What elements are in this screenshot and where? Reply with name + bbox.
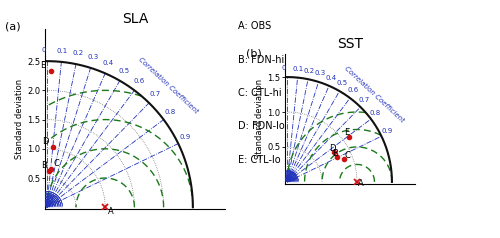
Text: 0.1: 0.1 <box>56 48 68 54</box>
Text: A: A <box>358 179 364 188</box>
Text: 0.4: 0.4 <box>103 60 114 66</box>
Text: (b): (b) <box>246 49 262 59</box>
Text: B: B <box>332 149 338 158</box>
Text: C: CTL-hi: C: CTL-hi <box>238 88 281 98</box>
Text: 0.2: 0.2 <box>304 68 315 74</box>
Text: 0.5: 0.5 <box>118 68 130 74</box>
Text: D: D <box>329 144 336 153</box>
Text: 0.8: 0.8 <box>370 109 381 115</box>
Text: 0.6: 0.6 <box>348 87 359 94</box>
Text: D: FDN-lo: D: FDN-lo <box>238 121 284 131</box>
Text: 0.7: 0.7 <box>359 97 370 103</box>
Text: E: E <box>344 128 349 137</box>
Text: Correlation Coefficient: Correlation Coefficient <box>138 56 200 114</box>
Text: 0.4: 0.4 <box>326 74 337 80</box>
Text: C: C <box>345 151 350 160</box>
Text: 0.1: 0.1 <box>292 66 304 72</box>
Text: E: E <box>40 61 46 70</box>
Y-axis label: Standard deviation: Standard deviation <box>15 79 24 159</box>
Title: SST: SST <box>337 37 363 51</box>
Text: 0.3: 0.3 <box>314 70 326 76</box>
Y-axis label: Standard deviation: Standard deviation <box>255 79 264 159</box>
Text: B: B <box>41 161 47 170</box>
Text: E: CTL-lo: E: CTL-lo <box>238 155 280 165</box>
Text: 0.9: 0.9 <box>180 134 191 140</box>
Text: D: D <box>42 137 49 146</box>
Text: 0: 0 <box>41 47 46 53</box>
Text: A: OBS: A: OBS <box>238 21 271 31</box>
Text: A: A <box>108 207 114 216</box>
Text: 0.3: 0.3 <box>88 54 99 60</box>
Text: 0.6: 0.6 <box>134 78 145 84</box>
Text: C: C <box>54 159 59 168</box>
Title: SLA: SLA <box>122 12 148 26</box>
Text: B: FDN-hi: B: FDN-hi <box>238 55 284 65</box>
Text: Correlation Coefficient: Correlation Coefficient <box>344 65 406 124</box>
Text: 0.8: 0.8 <box>164 109 175 115</box>
Text: 0.9: 0.9 <box>381 128 392 134</box>
Text: 0.7: 0.7 <box>149 91 160 97</box>
Text: (a): (a) <box>6 22 21 32</box>
Text: 0: 0 <box>282 65 286 71</box>
Text: 0.5: 0.5 <box>337 80 348 86</box>
Text: 0.2: 0.2 <box>72 50 83 56</box>
